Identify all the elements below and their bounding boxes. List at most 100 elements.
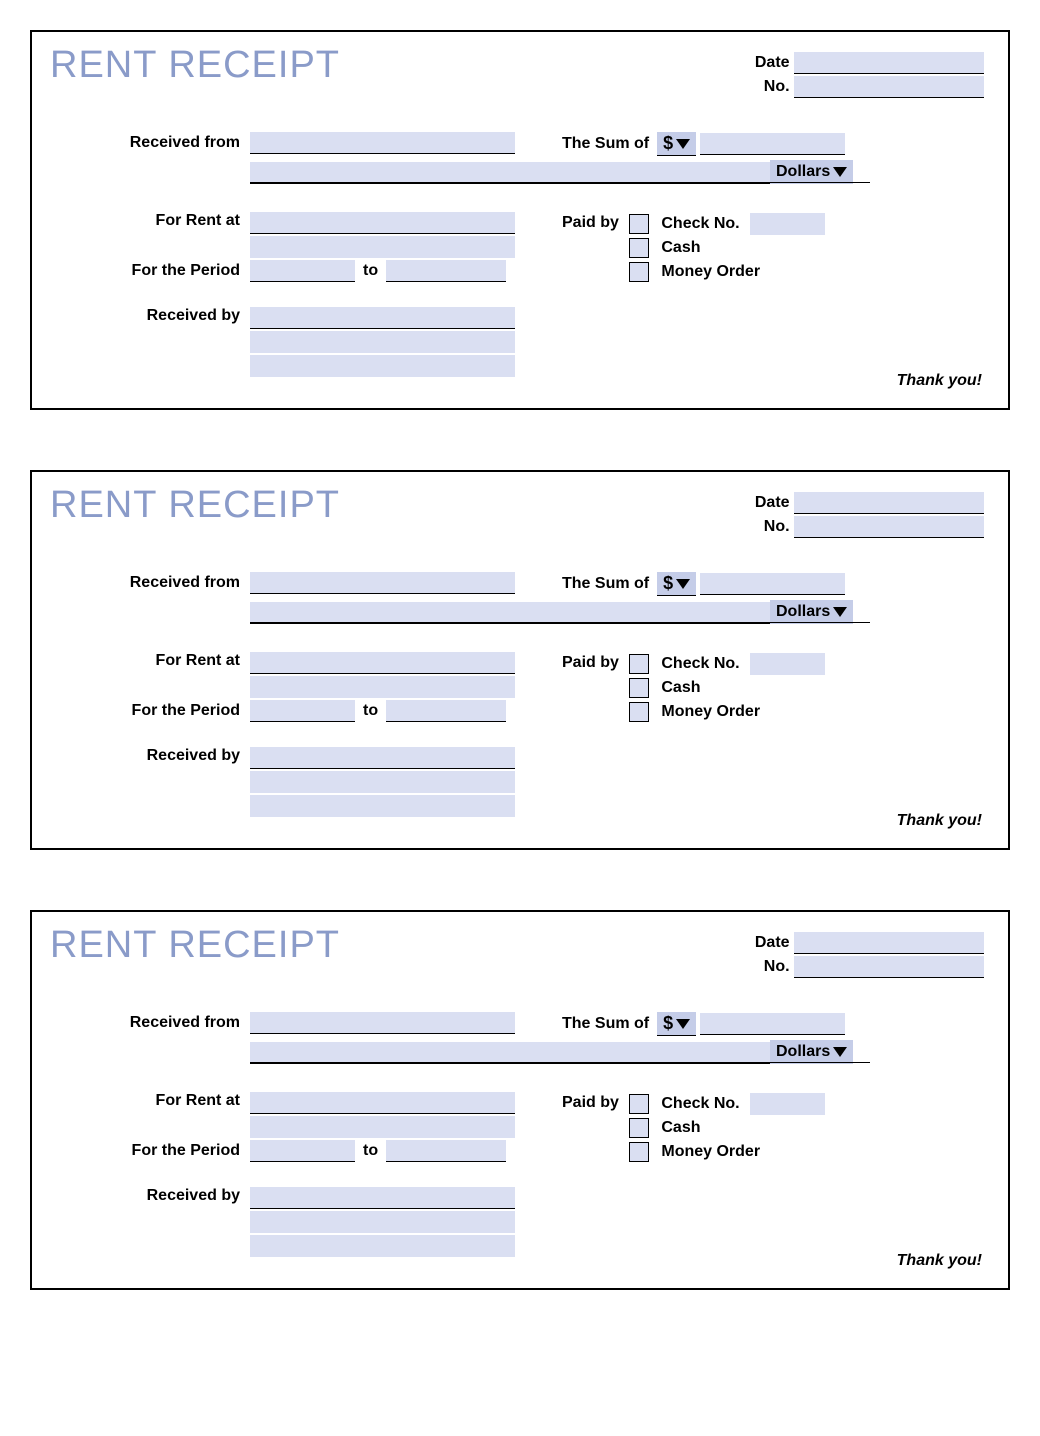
date-number-block: Date No. xyxy=(755,52,984,100)
rent-address-line1[interactable] xyxy=(250,652,515,674)
currency-symbol: $ xyxy=(663,133,673,154)
check-checkbox[interactable] xyxy=(629,1094,649,1114)
check-no-field[interactable] xyxy=(750,213,825,235)
paid-by-label: Paid by xyxy=(562,212,619,232)
number-field[interactable] xyxy=(794,956,984,978)
received-from-field[interactable] xyxy=(250,1012,515,1034)
cash-checkbox[interactable] xyxy=(629,1118,649,1138)
chevron-down-icon xyxy=(833,607,847,617)
received-by-line3[interactable] xyxy=(250,795,515,817)
payment-options: Check No. Cash Money Order xyxy=(629,1092,825,1164)
check-no-field[interactable] xyxy=(750,653,825,675)
check-no-field[interactable] xyxy=(750,1093,825,1115)
check-checkbox[interactable] xyxy=(629,214,649,234)
amount-words-underline xyxy=(250,182,870,183)
check-no-label: Check No. xyxy=(661,215,739,232)
payment-options: Check No. Cash Money Order xyxy=(629,652,825,724)
period-from-field[interactable] xyxy=(250,700,355,722)
rent-receipt: RENT RECEIPT Date No. Received from The … xyxy=(30,470,1010,850)
cash-checkbox[interactable] xyxy=(629,678,649,698)
currency-dropdown[interactable]: $ xyxy=(657,132,696,156)
sum-amount-field[interactable] xyxy=(700,1013,845,1035)
currency-dropdown[interactable]: $ xyxy=(657,1012,696,1036)
chevron-down-icon xyxy=(833,1047,847,1057)
period-to-field[interactable] xyxy=(386,700,506,722)
money-order-checkbox[interactable] xyxy=(629,1142,649,1162)
for-period-label: For the Period xyxy=(50,702,250,720)
received-by-line1[interactable] xyxy=(250,307,515,329)
date-label: Date xyxy=(755,934,790,952)
received-from-field[interactable] xyxy=(250,572,515,594)
number-field[interactable] xyxy=(794,76,984,98)
received-from-field[interactable] xyxy=(250,132,515,154)
period-to-field[interactable] xyxy=(386,260,506,282)
thank-you-text: Thank you! xyxy=(897,812,982,830)
rent-receipt: RENT RECEIPT Date No. Received from The … xyxy=(30,910,1010,1290)
period-from-field[interactable] xyxy=(250,1140,355,1162)
chevron-down-icon xyxy=(676,579,690,589)
received-by-label: Received by xyxy=(50,307,250,325)
amount-words-field[interactable] xyxy=(250,1042,770,1064)
for-period-label: For the Period xyxy=(50,262,250,280)
dollars-unit-dropdown[interactable]: Dollars xyxy=(770,600,853,624)
rent-address-line2[interactable] xyxy=(250,1116,515,1138)
money-order-label: Money Order xyxy=(661,703,760,720)
date-label: Date xyxy=(755,54,790,72)
rent-address-block xyxy=(250,212,515,260)
dollars-unit-dropdown[interactable]: Dollars xyxy=(770,160,853,184)
date-field[interactable] xyxy=(794,52,984,74)
rent-address-line1[interactable] xyxy=(250,1092,515,1114)
number-label: No. xyxy=(764,958,790,976)
cash-label: Cash xyxy=(661,239,700,256)
rent-address-line1[interactable] xyxy=(250,212,515,234)
dollars-unit-dropdown[interactable]: Dollars xyxy=(770,1040,853,1064)
money-order-checkbox[interactable] xyxy=(629,702,649,722)
received-by-line3[interactable] xyxy=(250,1235,515,1257)
date-field[interactable] xyxy=(794,492,984,514)
received-by-line1[interactable] xyxy=(250,747,515,769)
rent-address-line2[interactable] xyxy=(250,236,515,258)
number-field[interactable] xyxy=(794,516,984,538)
period-from-field[interactable] xyxy=(250,260,355,282)
amount-words-field[interactable] xyxy=(250,602,770,624)
money-order-label: Money Order xyxy=(661,263,760,280)
received-by-line3[interactable] xyxy=(250,355,515,377)
dollars-label: Dollars xyxy=(776,1043,830,1061)
date-number-block: Date No. xyxy=(755,932,984,980)
to-label: to xyxy=(363,262,378,280)
sum-amount-field[interactable] xyxy=(700,573,845,595)
sum-of-label: The Sum of xyxy=(562,1015,649,1033)
received-from-label: Received from xyxy=(50,1014,250,1032)
received-by-block xyxy=(250,1187,515,1259)
cash-label: Cash xyxy=(661,679,700,696)
date-label: Date xyxy=(755,494,790,512)
currency-symbol: $ xyxy=(663,1013,673,1034)
currency-symbol: $ xyxy=(663,573,673,594)
to-label: to xyxy=(363,1142,378,1160)
number-label: No. xyxy=(764,518,790,536)
rent-address-line2[interactable] xyxy=(250,676,515,698)
received-by-line2[interactable] xyxy=(250,331,515,353)
received-by-line2[interactable] xyxy=(250,771,515,793)
payment-options: Check No. Cash Money Order xyxy=(629,212,825,284)
currency-dropdown[interactable]: $ xyxy=(657,572,696,596)
received-by-line1[interactable] xyxy=(250,1187,515,1209)
date-field[interactable] xyxy=(794,932,984,954)
sum-amount-field[interactable] xyxy=(700,133,845,155)
for-rent-at-label: For Rent at xyxy=(50,652,250,670)
chevron-down-icon xyxy=(833,167,847,177)
received-by-line2[interactable] xyxy=(250,1211,515,1233)
check-checkbox[interactable] xyxy=(629,654,649,674)
check-no-label: Check No. xyxy=(661,655,739,672)
cash-checkbox[interactable] xyxy=(629,238,649,258)
chevron-down-icon xyxy=(676,1019,690,1029)
rent-address-block xyxy=(250,1092,515,1140)
for-period-label: For the Period xyxy=(50,1142,250,1160)
sum-of-label: The Sum of xyxy=(562,135,649,153)
money-order-checkbox[interactable] xyxy=(629,262,649,282)
to-label: to xyxy=(363,702,378,720)
amount-words-field[interactable] xyxy=(250,162,770,184)
sum-of-label: The Sum of xyxy=(562,575,649,593)
rent-receipt: RENT RECEIPT Date No. Received from The … xyxy=(30,30,1010,410)
period-to-field[interactable] xyxy=(386,1140,506,1162)
